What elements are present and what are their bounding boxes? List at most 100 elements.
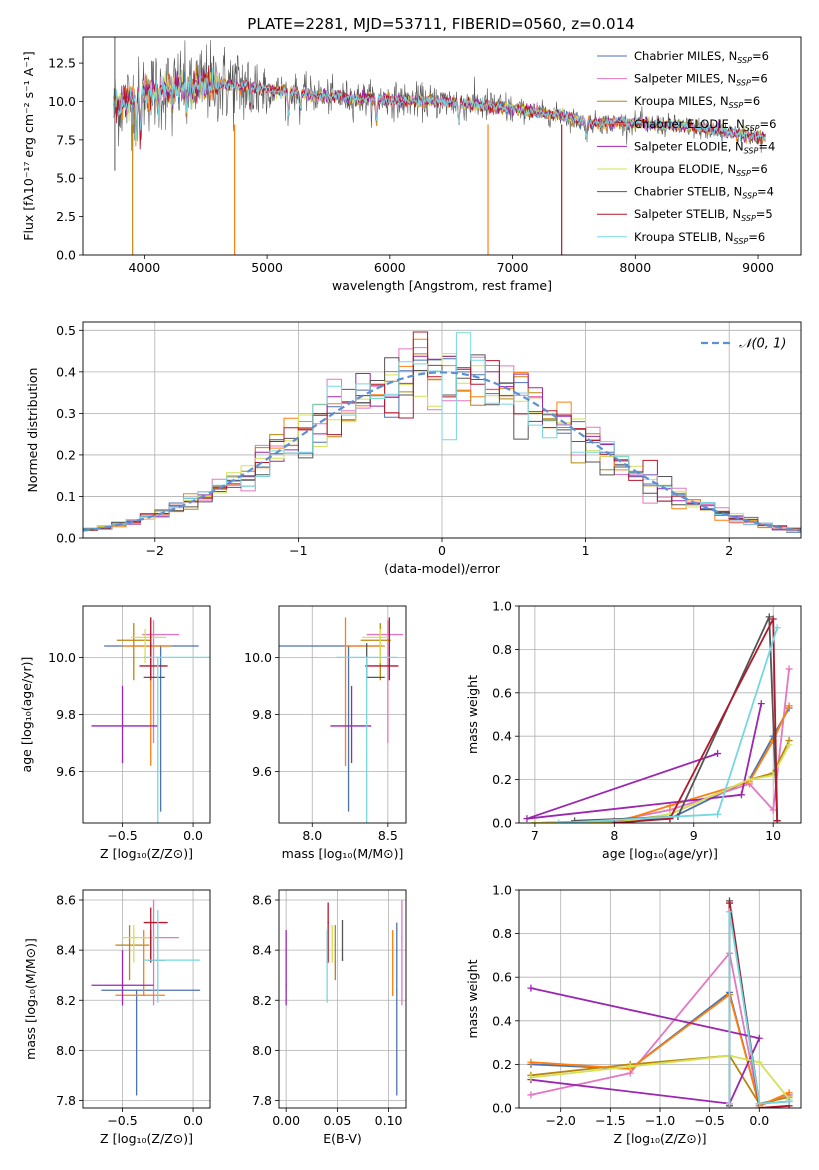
y-tick-label: 8.2 [252, 993, 272, 1008]
mass-weight-marker [726, 908, 734, 916]
y-tick-label: 9.6 [56, 764, 76, 779]
mass-weight-line [530, 987, 761, 1105]
mass-weight-marker [726, 1100, 734, 1108]
data-point [135, 989, 138, 992]
axes-frame [82, 36, 802, 256]
mass-vs-metallicity-panel: −0.5 0.0 7.8 8.0 8.2 8.4 8.6 Z [log₁₀(Z/Z⊙)] mas… [23, 889, 211, 1146]
data-point [152, 633, 155, 636]
y-tick-label: 7.8 [252, 1093, 272, 1108]
legend: Chabrier MILES, NSSP=6 Salpeter MILES, NS… [597, 49, 776, 246]
x-axis-label: mass [log₁₀(M/M⊙)] [282, 846, 404, 861]
x-axis-label: wavelength [Angstrom, rest frame] [332, 278, 552, 293]
x-tick-label: 7000 [497, 260, 529, 275]
mass-weight-vs-age-panel: 7 8 9 10 0.0 0.2 0.4 0.6 0.8 1.0 age [log₁₀(age/yr… [465, 599, 802, 861]
plot-area [91, 900, 201, 1096]
x-tick-label: 7 [531, 828, 539, 843]
x-axis-label: age [log₁₀(age/yr)] [602, 846, 718, 861]
plot-area [279, 617, 403, 823]
data-point [121, 725, 124, 727]
x-tick-label: 0.00 [272, 1113, 300, 1128]
y-tick-label: 10.0 [244, 650, 272, 665]
y-tick-label: 8.0 [56, 1043, 76, 1058]
y-tick-label: 8.6 [252, 893, 272, 908]
y-tick-label: 0.1 [56, 489, 76, 504]
mass-weight-line [526, 703, 763, 820]
x-tick-label: 0.0 [183, 1113, 203, 1128]
mass-weight-marker [769, 806, 777, 814]
y-tick-label: 8.4 [252, 943, 272, 958]
data-point [379, 636, 382, 639]
mass-weight-line [534, 668, 790, 823]
mass-weight-marker [555, 819, 563, 823]
x-tick-label: 6000 [374, 260, 406, 275]
axes-frame [518, 889, 802, 1109]
y-tick-label: 0.6 [492, 970, 512, 985]
y-tick-label: 1.0 [492, 599, 512, 614]
mass-weight-marker [757, 700, 765, 708]
x-tick-label: 2 [725, 543, 733, 558]
legend-entry: 𝒩(0, 1) [739, 337, 786, 352]
spectrum-line [113, 68, 766, 142]
y-tick-label: 8.6 [56, 893, 76, 908]
mass-weight-marker [769, 615, 777, 623]
figure-title: PLATE=2281, MJD=53711, FIBERID=0560, z=0… [247, 15, 634, 33]
histogram-series [83, 332, 801, 531]
y-tick-label: 0.5 [56, 323, 76, 338]
data-point [341, 959, 344, 961]
plot-area [83, 331, 801, 533]
x-tick-label: −0.5 [107, 1113, 137, 1128]
mass-weight-line [574, 616, 779, 822]
mass-weight-marker [726, 899, 734, 907]
plot-area [91, 617, 210, 823]
mass-weight-marker [714, 810, 722, 818]
y-tick-label: 0.0 [56, 248, 76, 263]
mass-weight-marker [714, 750, 722, 758]
y-axis-label: Normed distribution [25, 368, 40, 493]
y-axis-label: mass weight [465, 675, 480, 754]
x-axis-label: Z [log₁₀(Z/Z⊙)] [100, 846, 193, 861]
data-point [350, 725, 353, 727]
mass-weight-marker [626, 1063, 634, 1071]
x-tick-label: −1.5 [595, 1113, 625, 1128]
y-tick-label: 2.5 [56, 209, 76, 224]
data-point [365, 656, 368, 659]
y-tick-label: 8.2 [56, 993, 76, 1008]
y-tick-label: 10.0 [48, 94, 76, 109]
y-tick-label: 0.0 [492, 1101, 512, 1116]
y-tick-label: 5.0 [56, 171, 76, 186]
mass-weight-marker [755, 1100, 763, 1108]
legend-entry: Kroupa STELIB, NSSP=6 [634, 230, 765, 246]
mass-weight-line [614, 618, 779, 823]
axes-frame [82, 889, 211, 1109]
legend-entry: Salpeter ELODIE, NSSP=4 [634, 139, 775, 155]
mass-weight-marker [765, 613, 773, 621]
y-tick-label: 1.0 [492, 883, 512, 898]
data-point [391, 994, 394, 997]
x-tick-label: 8000 [619, 260, 651, 275]
data-point [149, 921, 152, 924]
mass-weight-marker [745, 776, 753, 784]
axes-frame [82, 605, 211, 824]
y-tick-label: 0.2 [492, 1057, 512, 1072]
mass-weight-marker [785, 741, 793, 749]
data-point [327, 921, 329, 924]
y-tick-label: 0.4 [492, 729, 512, 744]
x-tick-label: −0.5 [107, 828, 137, 843]
legend-entry: Salpeter MILES, NSSP=6 [634, 72, 768, 88]
x-tick-label: −2.0 [546, 1113, 576, 1128]
mass-weight-marker [785, 1097, 793, 1105]
data-point [156, 959, 159, 961]
y-tick-label: 0.4 [56, 364, 76, 379]
plot-area [527, 897, 793, 1108]
mass-weight-marker [755, 1034, 763, 1042]
data-point [326, 959, 328, 961]
x-axis-label: Z [log₁₀(Z/Z⊙)] [100, 1131, 193, 1146]
legend-entry: Kroupa ELODIE, NSSP=6 [634, 162, 768, 178]
data-point [387, 633, 389, 636]
data-point [334, 944, 337, 946]
x-tick-label: −2 [146, 543, 164, 558]
data-point [156, 656, 159, 659]
data-point [133, 936, 135, 939]
axes-frame [518, 605, 802, 824]
x-tick-label: 1 [582, 543, 590, 558]
